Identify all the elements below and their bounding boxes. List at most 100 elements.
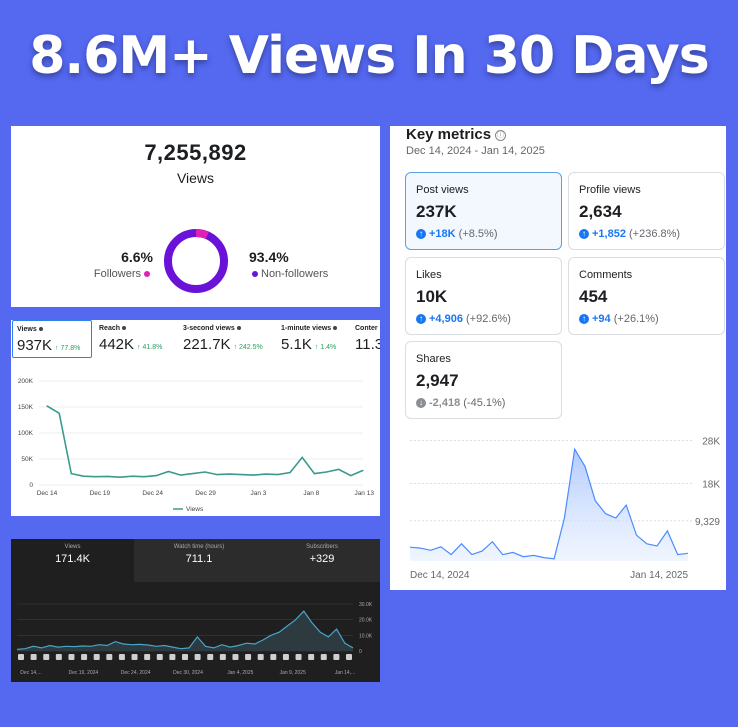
- donut-non-followers-slice: [164, 229, 228, 293]
- data-point: [240, 474, 243, 476]
- tab-watch-time[interactable]: Watch time (hours) 711.1: [134, 539, 264, 582]
- video-thumbnail-icon: [182, 654, 188, 660]
- stat-value: 442K: [99, 336, 135, 353]
- metric-title: Likes: [416, 269, 442, 281]
- data-point: [58, 412, 60, 414]
- metric-pct: (+92.6%): [466, 313, 511, 325]
- followers-label: Followers: [93, 268, 141, 280]
- metric-card-shares[interactable]: Shares 2,947 ↓ -2,418 (-45.1%): [405, 341, 562, 419]
- x-tick-label: Jan 3: [251, 490, 267, 497]
- arrow-up-icon: ↑: [416, 229, 426, 240]
- date-range: Dec 14, 2024 - Jan 14, 2025: [406, 145, 545, 157]
- y-tick-label: 0: [29, 482, 33, 489]
- metric-card-comments[interactable]: Comments 454 ↑ +94 (+26.1%): [568, 257, 725, 335]
- insights-line-panel: Views 937K ↑ 77.8% Reach 442K ↑ 41.8% 3-se…: [11, 320, 380, 516]
- arrow-up-icon: ↑: [416, 314, 426, 325]
- data-point: [216, 474, 218, 476]
- video-thumbnail-icon: [207, 654, 214, 660]
- metric-title: Shares: [416, 353, 451, 365]
- y-tick-label: 10.0K: [359, 633, 373, 639]
- stat-delta: ↑ 41.8%: [137, 344, 163, 351]
- series-line-views: [46, 405, 364, 479]
- stat-value: 5.1K: [281, 336, 312, 353]
- data-point: [131, 475, 133, 477]
- metric-title: Post views: [416, 184, 469, 196]
- tab-subscribers[interactable]: Subscribers +329: [264, 539, 380, 582]
- data-point: [325, 471, 328, 473]
- video-thumbnail-icon: [156, 654, 163, 660]
- metric-card-post-views[interactable]: Post views 237K ↑ +18K (+8.5%): [405, 172, 562, 250]
- followers-stat: 6.6% Followers: [81, 249, 153, 280]
- video-thumbnail-icon: [144, 654, 151, 660]
- data-point: [277, 474, 279, 476]
- data-point: [167, 470, 170, 473]
- metric-pct: (+236.8%): [629, 228, 681, 240]
- stat-delta: ↑ 242.5%: [233, 344, 263, 351]
- tab-title: Views: [64, 544, 81, 550]
- x-tick-label: Dec 14: [37, 490, 58, 497]
- data-point: [143, 476, 145, 478]
- video-thumbnail-icon: [43, 654, 50, 660]
- data-point: [313, 472, 315, 475]
- channel-analytics-panel: Views 171.4K Watch time (hours) 711.1 Su…: [11, 539, 380, 682]
- video-thumbnail-icon: [55, 654, 62, 660]
- metric-value: 454: [579, 287, 608, 306]
- arrow-down-icon: ↓: [416, 398, 426, 409]
- data-point: [289, 471, 291, 474]
- data-point: [46, 405, 48, 407]
- data-point: [362, 469, 364, 472]
- video-thumbnail-icon: [118, 654, 125, 660]
- x-tick-label: Dec 14, 2024: [410, 570, 470, 581]
- metric-value: 10K: [416, 287, 448, 306]
- video-thumbnail-icon: [308, 654, 315, 660]
- video-thumbnail-icon: [106, 654, 113, 660]
- stat-tab-1-minute-views[interactable]: 1-minute views 5.1K ↑ 1.4%: [277, 320, 357, 356]
- video-thumbnail-icon: [131, 654, 138, 660]
- data-point: [119, 476, 121, 478]
- followers-pct: 6.6%: [121, 249, 153, 265]
- info-icon: [122, 326, 127, 331]
- video-thumbnail-icon: [245, 654, 252, 660]
- video-thumbnail-icon: [333, 654, 340, 660]
- info-icon[interactable]: ⓘ: [495, 129, 507, 141]
- y-tick-label: 18K: [702, 480, 720, 491]
- info-icon: [38, 327, 43, 332]
- metric-card-likes[interactable]: Likes 10K ↑ +4,906 (+92.6%): [405, 257, 562, 335]
- data-point: [253, 474, 255, 476]
- key-metrics-panel: Key metrics ⓘ Dec 14, 2024 - Jan 14, 2025…: [390, 126, 726, 590]
- non-followers-pct: 93.4%: [249, 249, 289, 265]
- metric-delta: +4,906: [429, 313, 463, 325]
- tab-value: 711.1: [185, 553, 213, 565]
- stat-tab-reach[interactable]: Reach 442K ↑ 41.8%: [95, 320, 179, 356]
- data-point: [82, 475, 85, 477]
- followers-dot-icon: [144, 271, 150, 278]
- video-thumbnail-icon: [270, 654, 277, 660]
- metric-title: Comments: [579, 269, 633, 281]
- x-tick-label: Dec 24: [142, 490, 163, 497]
- data-point: [107, 475, 109, 478]
- info-icon: [236, 326, 241, 331]
- tab-views[interactable]: Views 171.4K: [11, 539, 134, 582]
- key-metrics-title: Key metrics ⓘ: [406, 126, 507, 143]
- views-area-chart: 0 10.0K 20.0K 30.0K Dec 14,... Dec 19, 2024 De…: [16, 602, 373, 676]
- metric-title: Profile views: [579, 184, 641, 196]
- stat-tab-views[interactable]: Views 937K ↑ 77.8%: [12, 320, 92, 358]
- x-tick-label: Jan 14,...: [335, 670, 356, 676]
- x-tick-label: Jan 13: [354, 490, 374, 497]
- data-point: [228, 473, 230, 475]
- metric-delta: +18K: [429, 228, 456, 240]
- video-thumbnail-icon: [232, 654, 239, 660]
- metric-pct: (+26.1%): [613, 313, 659, 325]
- stat-tab-content[interactable]: Conter 11.3: [351, 320, 380, 356]
- x-tick-label: Jan 4, 2025: [227, 670, 253, 676]
- video-thumbnail-icon: [257, 654, 264, 660]
- y-tick-label: 200K: [18, 378, 34, 385]
- y-tick-label: 28K: [702, 437, 720, 448]
- tab-title: Subscribers: [306, 544, 338, 550]
- metric-delta: -2,418: [429, 397, 461, 409]
- data-point: [301, 456, 303, 459]
- arrow-up-icon: ↑: [579, 229, 589, 240]
- stat-tab-3-second-views[interactable]: 3-second views 221.7K ↑ 242.5%: [179, 320, 279, 356]
- metric-card-profile-views[interactable]: Profile views 2,634 ↑ +1,852 (+236.8%): [568, 172, 725, 250]
- stat-value: 221.7K: [183, 336, 231, 353]
